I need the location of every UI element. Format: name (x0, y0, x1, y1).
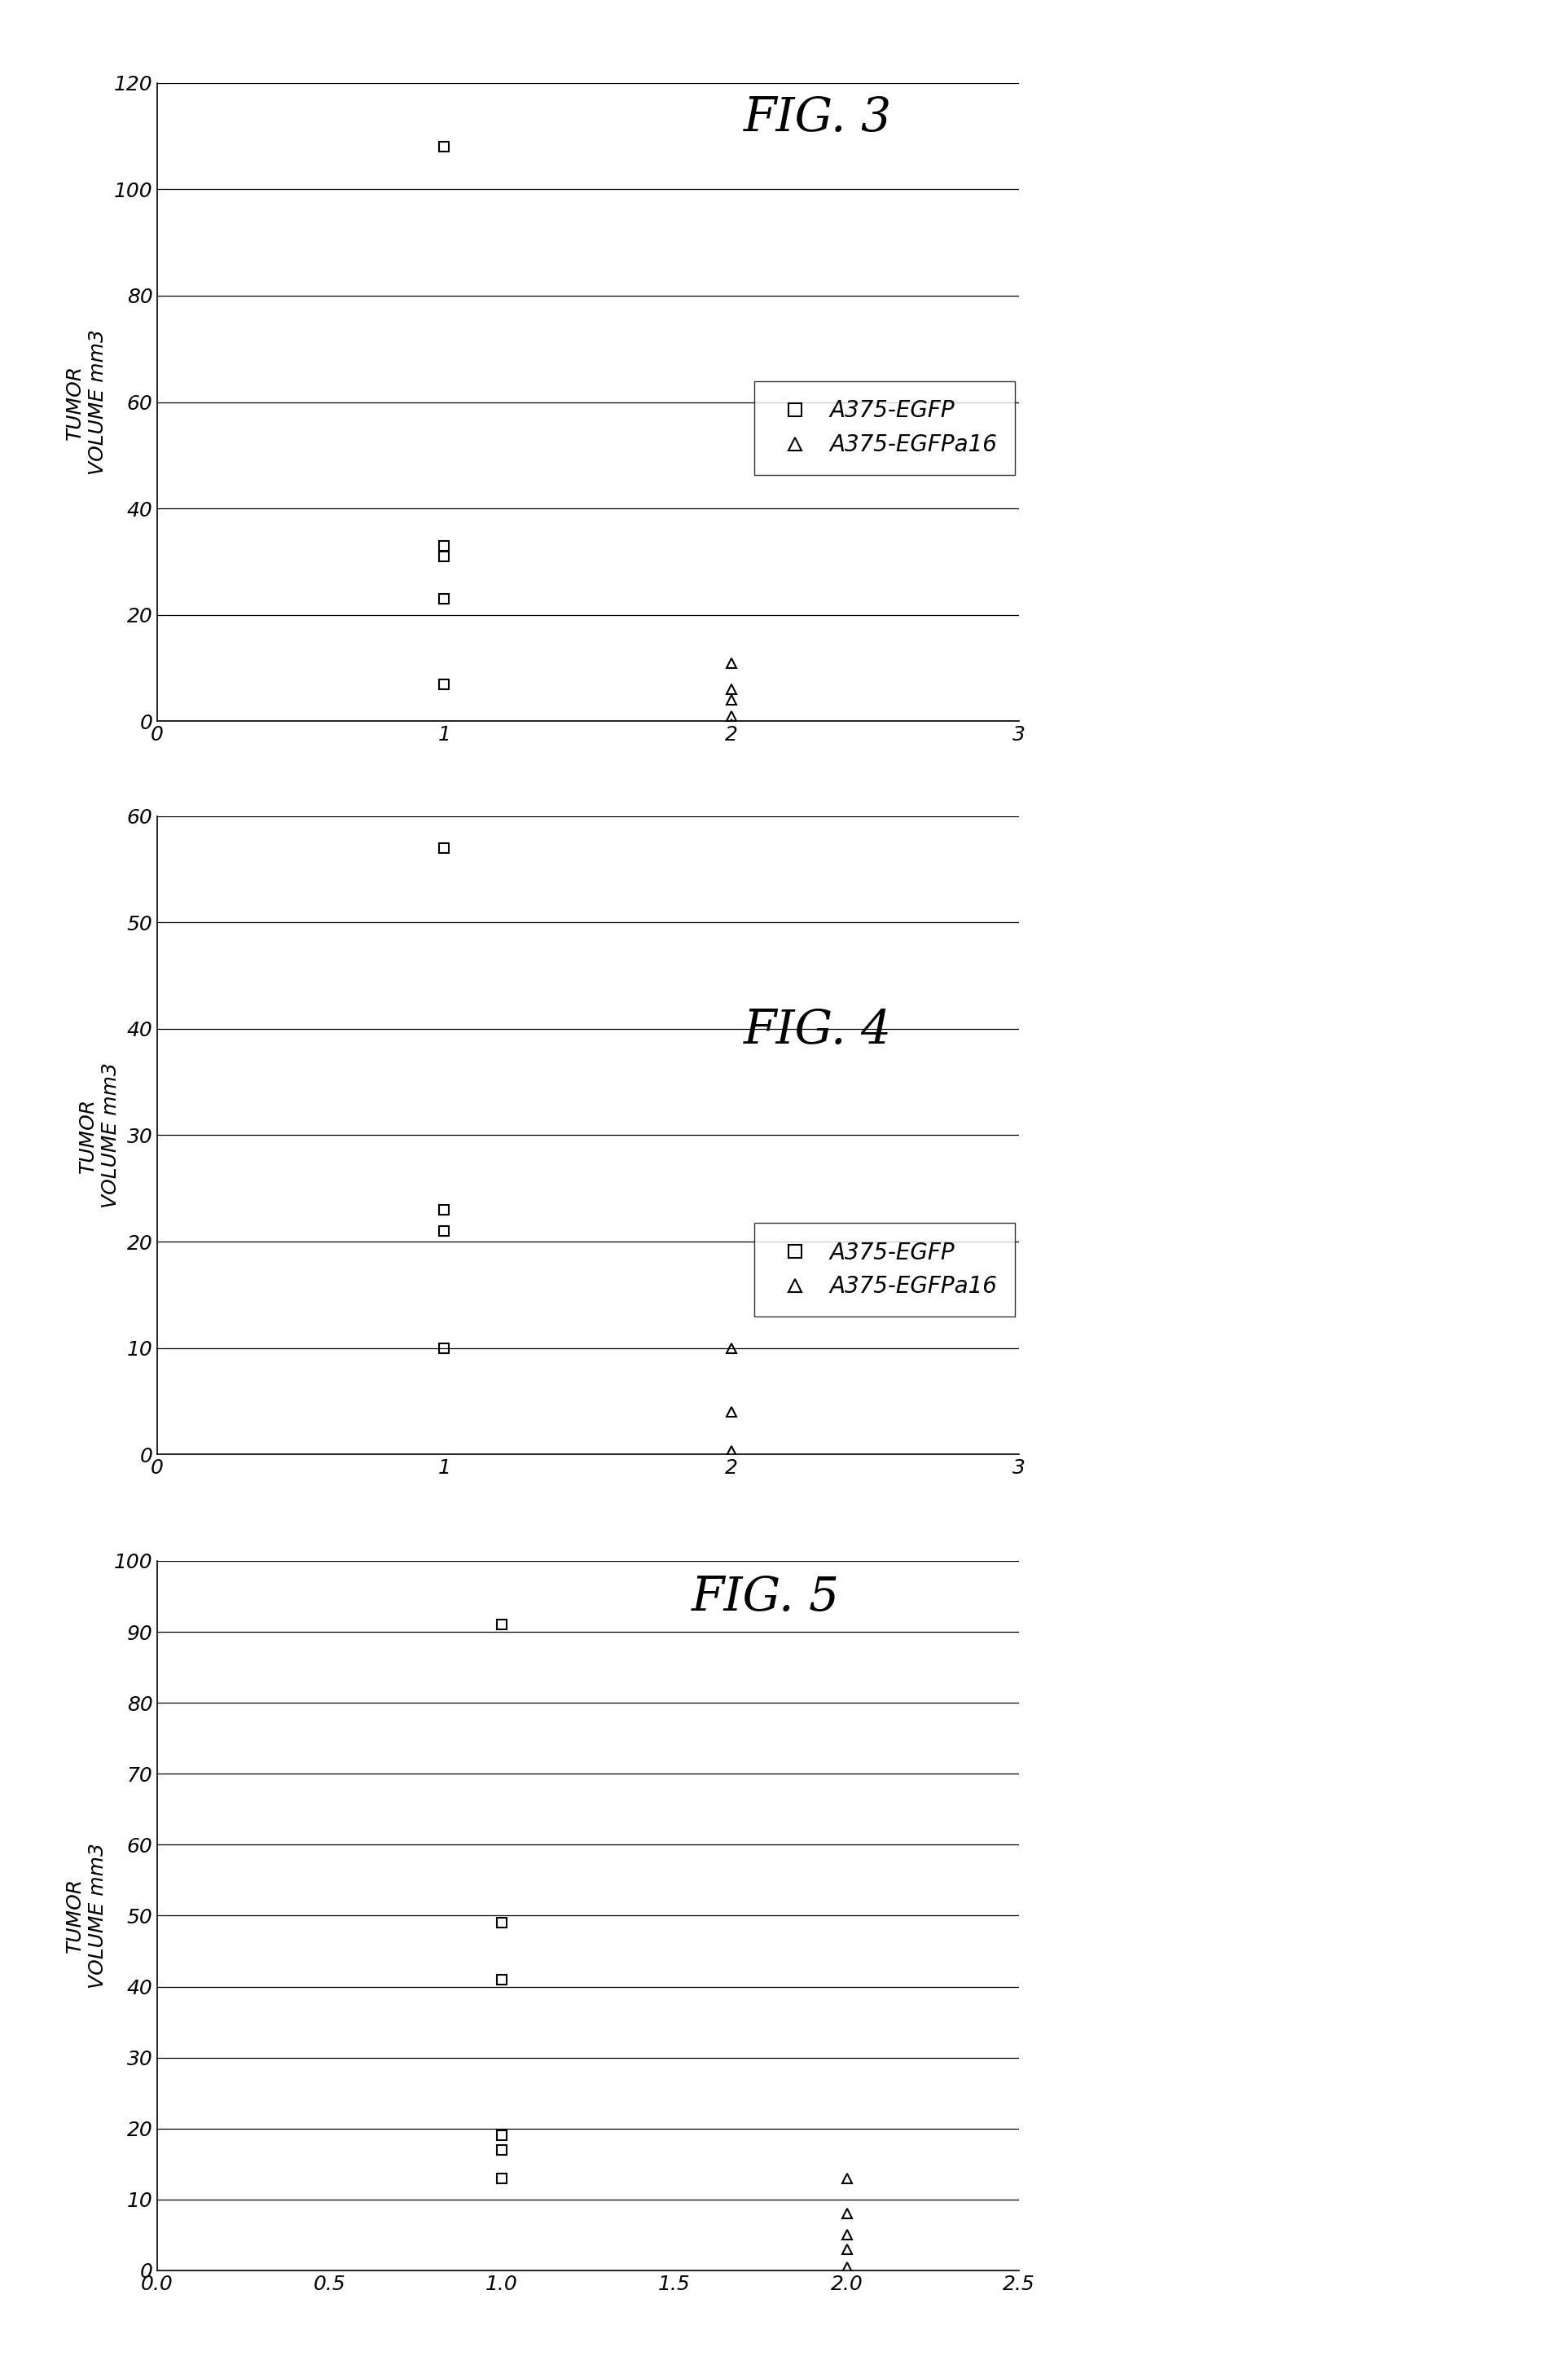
A375-EGFPa16 (837, 2221, 856, 2249)
Y-axis label: TUMOR
VOLUME mm3: TUMOR VOLUME mm3 (64, 329, 107, 475)
Line: A375-EGFPa16: A375-EGFPa16 (726, 1343, 737, 1457)
A375-EGFPa16 (723, 710, 742, 738)
Line: A375-EGFP: A375-EGFP (439, 142, 450, 688)
Y-axis label: TUMOR
VOLUME mm3: TUMOR VOLUME mm3 (64, 1842, 107, 1989)
Text: FIG. 3: FIG. 3 (743, 95, 892, 142)
A375-EGFP (434, 532, 453, 561)
Y-axis label: TUMOR
VOLUME mm3: TUMOR VOLUME mm3 (78, 1062, 121, 1209)
A375-EGFPa16 (723, 1334, 742, 1362)
Text: FIG. 4: FIG. 4 (743, 1007, 892, 1052)
A375-EGFP (492, 1965, 511, 1994)
Line: A375-EGFPa16: A375-EGFPa16 (842, 2173, 851, 2273)
A375-EGFPa16 (723, 702, 742, 731)
A375-EGFPa16 (837, 2251, 856, 2280)
A375-EGFPa16 (837, 2235, 856, 2263)
A375-EGFP (492, 2164, 511, 2192)
A375-EGFP (492, 1909, 511, 1937)
A375-EGFP (434, 1216, 453, 1244)
A375-EGFPa16 (723, 686, 742, 714)
Text: FIG. 5: FIG. 5 (691, 1575, 840, 1620)
Line: A375-EGFP: A375-EGFP (497, 1620, 506, 2183)
A375-EGFP (434, 542, 453, 570)
A375-EGFPa16 (723, 1438, 742, 1466)
A375-EGFP (434, 669, 453, 698)
A375-EGFP (492, 2121, 511, 2150)
Line: A375-EGFPa16: A375-EGFPa16 (726, 657, 737, 728)
A375-EGFPa16 (837, 2199, 856, 2228)
A375-EGFP (434, 1194, 453, 1225)
A375-EGFP (434, 584, 453, 613)
A375-EGFP (492, 1611, 511, 1639)
Legend: A375-EGFP, A375-EGFPa16: A375-EGFP, A375-EGFPa16 (754, 1223, 1014, 1317)
Line: A375-EGFP: A375-EGFP (439, 842, 450, 1353)
A375-EGFPa16 (723, 1398, 742, 1426)
A375-EGFP (434, 1334, 453, 1362)
Legend: A375-EGFP, A375-EGFPa16: A375-EGFP, A375-EGFPa16 (754, 381, 1014, 475)
A375-EGFPa16 (837, 2164, 856, 2192)
A375-EGFP (434, 132, 453, 161)
A375-EGFP (492, 2136, 511, 2164)
A375-EGFPa16 (723, 648, 742, 676)
A375-EGFPa16 (723, 676, 742, 705)
A375-EGFP (434, 832, 453, 861)
